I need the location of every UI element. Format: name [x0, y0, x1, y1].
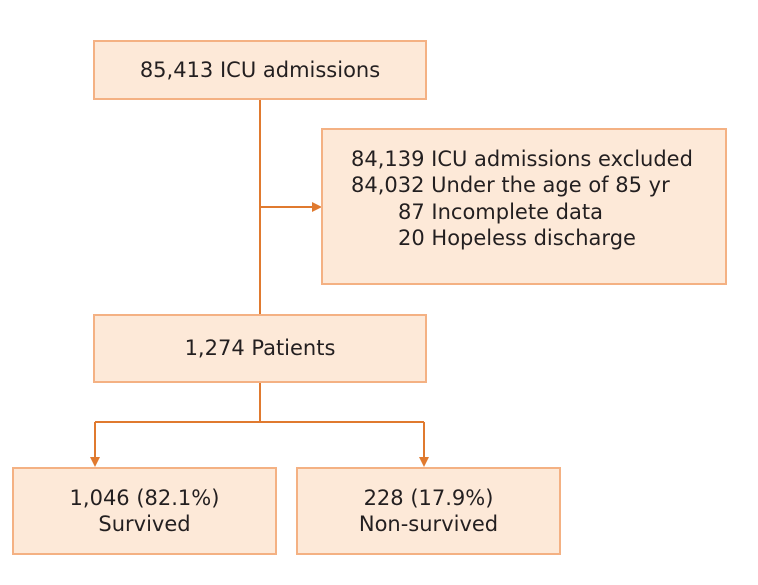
excluded-reason-incomplete: 87 Incomplete data: [398, 199, 603, 224]
survived-box: 1,046 (82.1%) Survived: [12, 467, 277, 555]
excluded-box: 84,139 ICU admissions excluded 84,032 Un…: [321, 128, 727, 285]
survived-label: Survived: [98, 512, 191, 536]
excluded-reason-hopeless: 20 Hopeless discharge: [398, 225, 636, 250]
excluded-reason-age: 84,032 Under the age of 85 yr: [351, 173, 670, 198]
admissions-box: 85,413 ICU admissions: [93, 40, 427, 100]
non-survived-box: 228 (17.9%) Non-survived: [296, 467, 561, 555]
patients-box: 1,274 Patients: [93, 314, 427, 383]
patients-text: 1,274 Patients: [184, 336, 336, 361]
non-survived-count: 228 (17.9%): [363, 485, 494, 510]
excluded-title: 84,139 ICU admissions excluded: [351, 147, 693, 171]
survived-count: 1,046 (82.1%): [69, 485, 220, 510]
non-survived-label: Non-survived: [358, 512, 499, 536]
admissions-text: 85,413 ICU admissions: [139, 57, 381, 82]
